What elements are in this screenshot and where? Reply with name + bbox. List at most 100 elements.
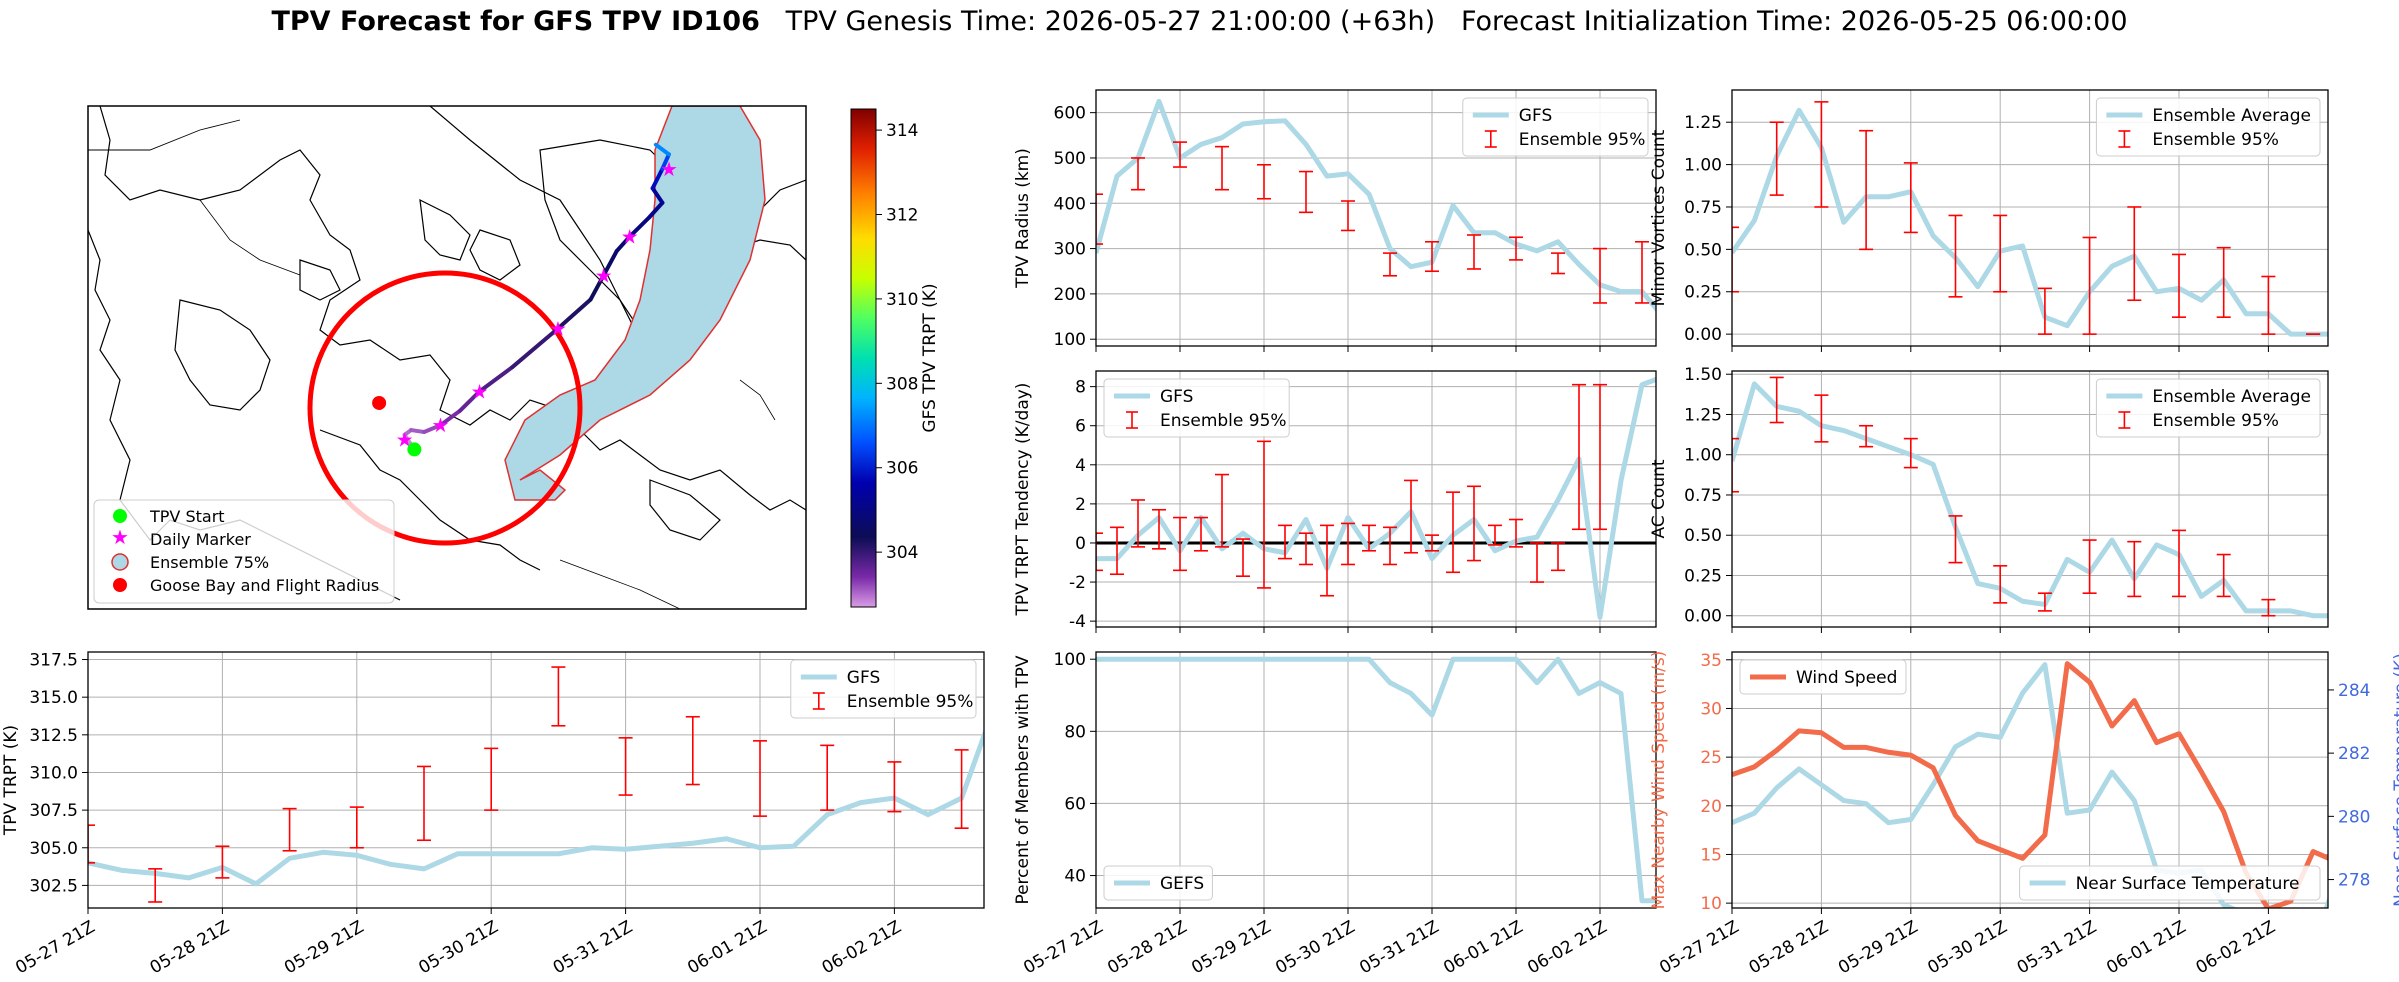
right-axis-label: Near Surface Temperature (K) — [2391, 653, 2399, 907]
y-tick-label: 300 — [1054, 240, 1086, 260]
error-bar — [1257, 440, 1271, 589]
x-tick-label: 05-30 21Z — [1924, 917, 2010, 978]
plot-area — [1096, 376, 1656, 620]
x-tick-label: 06-01 21Z — [684, 917, 770, 978]
series-line — [1096, 656, 1656, 904]
axes-frame — [1095, 370, 1657, 628]
legend-label: Ensemble Average — [2152, 387, 2311, 407]
error-bar — [1769, 376, 1784, 424]
colorbar-ticks: 304 306 308 310 312 314 — [876, 121, 918, 563]
track-segment — [614, 234, 632, 254]
colorbar-tick-label: 308 — [886, 374, 918, 394]
error-bar — [1732, 437, 1739, 493]
x-tick-label: 05-27 21Z — [12, 917, 98, 978]
error-bar — [1404, 479, 1418, 554]
temperature-line — [1732, 662, 2328, 908]
series-line — [88, 728, 984, 887]
y-tick-label: 4 — [1075, 456, 1086, 476]
map-legend: TPV Start ★ Daily Marker Ensemble 75% Go… — [93, 499, 395, 604]
legend-goose-icon — [113, 578, 127, 592]
error-bar — [1096, 193, 1103, 245]
y-tick-label: 0.25 — [1684, 566, 1722, 586]
error-bar — [753, 740, 767, 817]
track-segment — [650, 166, 665, 191]
y-axis-label: TPV TRPT Tendency (K/day) — [1013, 383, 1033, 617]
error-bar — [2216, 246, 2231, 318]
legend-label: Near Surface Temperature — [2076, 874, 2300, 894]
daily-marker-star-icon: ★ — [660, 157, 678, 181]
x-tick-label: 05-27 21Z — [1656, 917, 1742, 978]
error-bar — [349, 806, 364, 849]
daily-marker-star-icon: ★ — [595, 263, 613, 287]
legend-label: Ensemble 95% — [2152, 130, 2279, 150]
y-axis-label: AC Count — [1649, 459, 1669, 538]
error-bar — [1488, 524, 1502, 546]
legend-label: Ensemble 95% — [1519, 130, 1646, 150]
error-bar — [551, 666, 566, 727]
y-tick-label: 0 — [1075, 534, 1086, 554]
legend-box — [2095, 97, 2321, 157]
y-tick-label: 6 — [1075, 417, 1086, 437]
track-segment — [438, 408, 463, 428]
error-bar — [1152, 508, 1166, 550]
legend-ensemble-icon — [111, 553, 129, 571]
y-tick-label: 312.5 — [29, 726, 78, 746]
error-bar — [1859, 424, 1874, 448]
legend-box — [1739, 659, 1907, 695]
error-bar — [2082, 236, 2097, 335]
x-tick-label: 05-28 21Z — [1746, 917, 1832, 978]
track-segment — [647, 200, 665, 220]
ac-count-panel: 0.00 0.25 0.50 0.75 1.00 1.25 1.50 AC Count Ense… — [1649, 365, 2329, 633]
x-tick-label: 05-29 21Z — [281, 917, 367, 978]
y-tick-label: 8 — [1075, 378, 1086, 398]
legend: GFS Ensemble 95% — [1103, 378, 1290, 438]
y-tick-label: 1.25 — [1684, 113, 1722, 133]
y-tick-label: 500 — [1054, 149, 1086, 169]
error-bar — [954, 749, 969, 829]
error-bar — [1446, 491, 1460, 574]
x-tick-label: 05-31 21Z — [550, 917, 636, 978]
error-bar — [1173, 141, 1187, 168]
error-bar — [148, 868, 163, 903]
daily-marker-star-icon: ★ — [432, 413, 450, 437]
title-init: Forecast Initialization Time: 2026-05-25… — [1460, 6, 2128, 37]
error-bar — [1467, 234, 1481, 270]
x-tick-label: 06-02 21Z — [2193, 917, 2279, 978]
legend-label: Ensemble 95% — [847, 692, 974, 712]
y-tick-label: 15 — [1700, 845, 1722, 865]
error-bar — [1278, 524, 1292, 560]
track-segment — [627, 215, 652, 239]
radius-panel: 100 200 300 400 500 600 TPV Radius (km) GFS Ense… — [1013, 89, 1657, 352]
right-tick-label: 280 — [2338, 807, 2370, 827]
goose-bay-point — [372, 395, 387, 410]
error-bar — [1551, 252, 1565, 275]
legend-box — [2019, 865, 2321, 901]
legend: Ensemble Average Ensemble 95% — [2095, 97, 2321, 157]
title-genesis: TPV Genesis Time: 2026-05-27 21:00:00 (+… — [785, 6, 1436, 37]
axes-frame — [1095, 89, 1657, 347]
error-bar — [1814, 101, 1829, 208]
legend-box — [1103, 865, 1213, 901]
legend-label: GFS — [1519, 106, 1552, 126]
coastlines — [88, 106, 806, 609]
y-axis-label: Max Nearby Wind Speed (m/s) — [1649, 651, 1669, 910]
error-bar — [1509, 518, 1523, 548]
map-frame — [87, 105, 807, 610]
right-tick-label: 284 — [2338, 681, 2370, 701]
daily-marker-star-icon: ★ — [549, 316, 567, 340]
error-bar — [2082, 539, 2097, 594]
x-tick-label: 06-01 21Z — [2103, 917, 2189, 978]
error-bar — [2127, 206, 2142, 302]
legend-start-icon — [113, 509, 127, 523]
plot-area — [1732, 376, 2328, 619]
y-tick-label: 30 — [1700, 699, 1722, 719]
y-tick-label: 200 — [1054, 285, 1086, 305]
y-axis-label: TPV TRPT (K) — [1, 725, 21, 836]
legend-box — [1462, 97, 1649, 157]
legend-marker-label: Daily Marker — [150, 530, 251, 549]
error-bar — [2261, 275, 2276, 335]
y-tick-label: -4 — [1069, 612, 1086, 632]
x-tick-label: 05-30 21Z — [415, 917, 501, 978]
legend-goose-label: Goose Bay and Flight Radius — [150, 576, 379, 595]
